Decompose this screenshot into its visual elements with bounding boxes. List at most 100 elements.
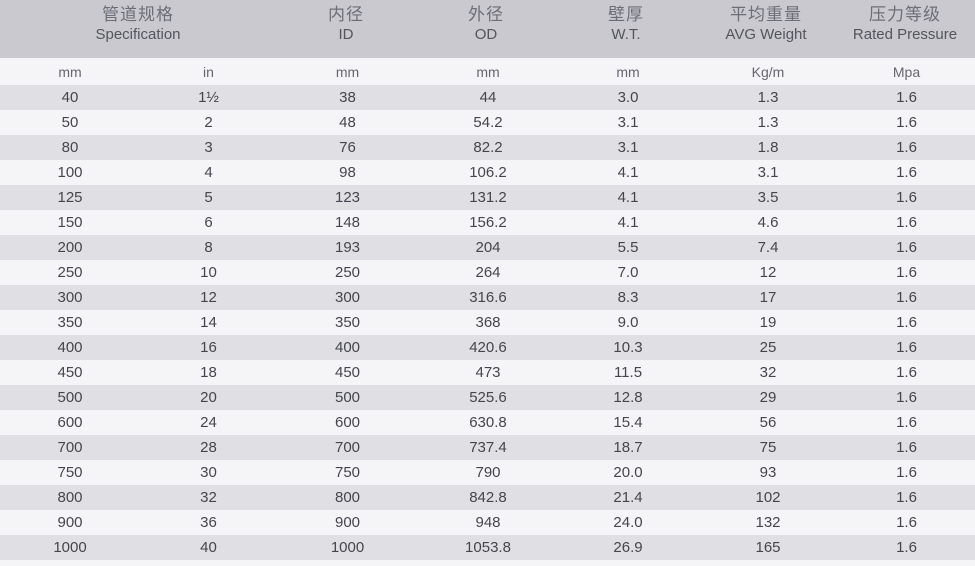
rated-pressure-cell: 1.6	[838, 260, 975, 285]
wall-thickness-cell: 24.0	[558, 510, 698, 535]
rated-pressure-cell: 1.6	[838, 510, 975, 535]
size-mm-cell: 700	[0, 435, 140, 460]
od-cell: 948	[418, 510, 558, 535]
table-row: 700 28 700 737.4 18.7 75 1.6	[0, 435, 975, 460]
table-row: 40 1½ 38 44 3.0 1.3 1.6	[0, 85, 975, 110]
size-mm-cell: 80	[0, 135, 140, 160]
rated-pressure-cell: 1.6	[838, 485, 975, 510]
size-in-cell: 12	[140, 285, 277, 310]
table-row: 800 32 800 842.8 21.4 102 1.6	[0, 485, 975, 510]
id-cell: 750	[277, 460, 418, 485]
table-row: 150 6 148 156.2 4.1 4.6 1.6	[0, 210, 975, 235]
table-row: 300 12 300 316.6 8.3 17 1.6	[0, 285, 975, 310]
table-row: 400 16 400 420.6 10.3 25 1.6	[0, 335, 975, 360]
wall-thickness-cell: 20.0	[558, 460, 698, 485]
size-in-cell: 20	[140, 385, 277, 410]
header-rated-pressure-en: Rated Pressure	[852, 26, 958, 43]
size-mm-cell: 750	[0, 460, 140, 485]
size-in-cell: 16	[140, 335, 277, 360]
avg-weight-cell: 29	[698, 385, 838, 410]
od-cell: 1053.8	[418, 535, 558, 560]
avg-weight-cell: 32	[698, 360, 838, 385]
id-cell: 600	[277, 410, 418, 435]
id-cell: 900	[277, 510, 418, 535]
rated-pressure-cell: 1.6	[838, 335, 975, 360]
od-cell: 790	[418, 460, 558, 485]
unit-cell: in	[140, 58, 277, 85]
wall-thickness-cell: 11.5	[558, 360, 698, 385]
avg-weight-cell: 12	[698, 260, 838, 285]
header-specification-zh: 管道规格	[102, 5, 174, 25]
od-cell: 737.4	[418, 435, 558, 460]
size-mm-cell: 200	[0, 235, 140, 260]
od-cell: 630.8	[418, 410, 558, 435]
avg-weight-cell: 132	[698, 510, 838, 535]
wall-thickness-cell: 4.1	[558, 210, 698, 235]
size-mm-cell: 1000	[0, 535, 140, 560]
avg-weight-cell: 25	[698, 335, 838, 360]
rated-pressure-cell: 1.6	[838, 460, 975, 485]
table-row: 450 18 450 473 11.5 32 1.6	[0, 360, 975, 385]
header-rated-pressure-zh: 压力等级	[869, 5, 941, 25]
table-header: 管道规格 Specification 内径 ID 外径 OD 壁厚 W.T. 平…	[0, 0, 975, 58]
size-in-cell: 30	[140, 460, 277, 485]
size-in-cell: 3	[140, 135, 277, 160]
table-row: 80 3 76 82.2 3.1 1.8 1.6	[0, 135, 975, 160]
id-cell: 350	[277, 310, 418, 335]
avg-weight-cell: 17	[698, 285, 838, 310]
header-od: 外径 OD	[436, 5, 536, 43]
header-specification-en: Specification	[95, 26, 181, 43]
rated-pressure-cell: 1.6	[838, 435, 975, 460]
header-avg-weight: 平均重量 AVG Weight	[700, 7, 832, 43]
size-in-cell: 2	[140, 110, 277, 135]
size-in-cell: 18	[140, 360, 277, 385]
id-cell: 800	[277, 485, 418, 510]
size-mm-cell: 150	[0, 210, 140, 235]
wall-thickness-cell: 21.4	[558, 485, 698, 510]
size-mm-cell: 800	[0, 485, 140, 510]
size-mm-cell: 600	[0, 410, 140, 435]
od-cell: 156.2	[418, 210, 558, 235]
avg-weight-cell: 19	[698, 310, 838, 335]
header-od-en: OD	[474, 26, 498, 43]
header-od-zh: 外径	[468, 5, 504, 25]
size-in-cell: 32	[140, 485, 277, 510]
size-mm-cell: 350	[0, 310, 140, 335]
od-cell: 54.2	[418, 110, 558, 135]
rated-pressure-cell: 1.6	[838, 385, 975, 410]
spec-table-body: mm in mm mm mm Kg/m Mpa 40 1½ 38 44 3.0 1.3 1.…	[0, 58, 975, 560]
od-cell: 131.2	[418, 185, 558, 210]
size-in-cell: 1½	[140, 85, 277, 110]
wall-thickness-cell: 5.5	[558, 235, 698, 260]
table-row: 600 24 600 630.8 15.4 56 1.6	[0, 410, 975, 435]
avg-weight-cell: 1.3	[698, 110, 838, 135]
size-in-cell: 36	[140, 510, 277, 535]
size-mm-cell: 300	[0, 285, 140, 310]
size-mm-cell: 50	[0, 110, 140, 135]
header-wall-thickness-zh: 壁厚	[608, 5, 644, 25]
unit-cell: mm	[277, 58, 418, 85]
size-in-cell: 8	[140, 235, 277, 260]
wall-thickness-cell: 3.0	[558, 85, 698, 110]
table-row: 1000 40 1000 1053.8 26.9 165 1.6	[0, 535, 975, 560]
rated-pressure-cell: 1.6	[838, 160, 975, 185]
header-rated-pressure: 压力等级 Rated Pressure	[840, 5, 970, 43]
size-in-cell: 6	[140, 210, 277, 235]
header-id-zh: 内径	[328, 5, 364, 25]
table-row: 100 4 98 106.2 4.1 3.1 1.6	[0, 160, 975, 185]
size-mm-cell: 900	[0, 510, 140, 535]
avg-weight-cell: 7.4	[698, 235, 838, 260]
units-row: mm in mm mm mm Kg/m Mpa	[0, 58, 975, 85]
od-cell: 82.2	[418, 135, 558, 160]
unit-cell: mm	[418, 58, 558, 85]
rated-pressure-cell: 1.6	[838, 210, 975, 235]
size-in-cell: 10	[140, 260, 277, 285]
id-cell: 148	[277, 210, 418, 235]
avg-weight-cell: 4.6	[698, 210, 838, 235]
table-row: 900 36 900 948 24.0 132 1.6	[0, 510, 975, 535]
avg-weight-cell: 93	[698, 460, 838, 485]
od-cell: 420.6	[418, 335, 558, 360]
od-cell: 473	[418, 360, 558, 385]
avg-weight-cell: 1.3	[698, 85, 838, 110]
size-mm-cell: 250	[0, 260, 140, 285]
